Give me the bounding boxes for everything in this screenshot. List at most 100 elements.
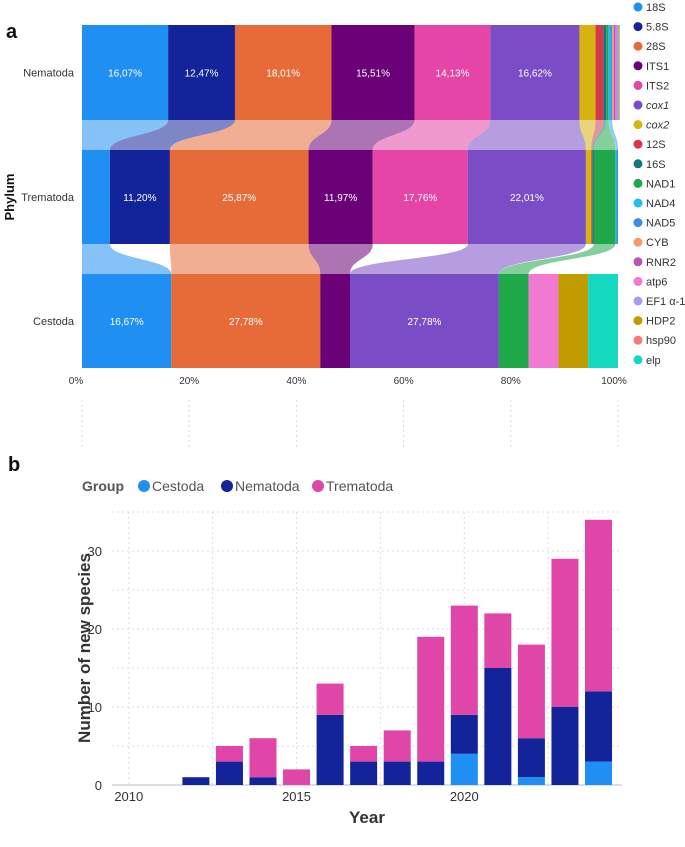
legend-label-nad5: NAD5 (646, 218, 675, 230)
bar-2015-trematoda (283, 769, 311, 785)
bar-segment-nematoda-cox2 (579, 25, 596, 120)
panel-b-label: b (8, 454, 20, 476)
flow-cox1 (467, 120, 586, 150)
legend-label-its1: ITS1 (646, 61, 669, 73)
bar-segment-trematoda-nad4 (615, 150, 617, 244)
legend-swatch-trematoda (312, 480, 324, 492)
flow-its1 (308, 120, 415, 150)
flow-its2 (372, 120, 491, 150)
bar-2019-nematoda (417, 761, 445, 785)
legend-title: Group (82, 478, 124, 494)
data-label-trematoda-5-8s: 11,20% (123, 193, 156, 204)
legend-label-18s: 18S (646, 2, 666, 14)
bar-2012-nematoda (182, 777, 210, 785)
bar-segment-nematoda-28s (234, 25, 332, 120)
flow-5-8s (109, 120, 235, 150)
data-label-trematoda-its2: 17,76% (403, 193, 437, 204)
bar-2021-nematoda (484, 668, 512, 785)
legend-swatch-rnr2 (633, 257, 643, 267)
bar-segment-nematoda-atp6 (615, 25, 617, 120)
legend-label-5-8s: 5.8S (646, 22, 669, 34)
legend-label-hdp2: HDP2 (646, 316, 675, 328)
data-label-trematoda-cox1: 22,01% (510, 193, 544, 204)
legend-swatch-ef1-1 (633, 296, 643, 306)
x-tick-label: 80% (501, 376, 521, 387)
legend-label-cox1: cox1 (646, 100, 669, 112)
bar-2023-nematoda (551, 707, 579, 785)
bar-segment-trematoda-cox1 (467, 150, 586, 244)
x-tick-label: 40% (286, 376, 306, 387)
legend-swatch-elp (633, 355, 643, 365)
legend-label-ef1-1: EF1 α-1 (646, 296, 685, 308)
bar-segment-nematoda-nad1 (606, 25, 609, 120)
flow-nad1 (498, 244, 616, 274)
bar-segment-nematoda-rnr2 (613, 25, 616, 120)
legend-label-atp6: atp6 (646, 276, 667, 288)
bar-2016-nematoda (316, 714, 344, 785)
legend-swatch-nad1 (633, 178, 643, 188)
legend-label-hsp90: hsp90 (646, 335, 676, 347)
bar-segment-nematoda-nad5 (610, 25, 613, 120)
data-label-trematoda-28s: 25,87% (222, 193, 256, 204)
flow-cox1 (350, 244, 586, 274)
bar-segment-trematoda-28s (169, 150, 309, 244)
bar-2024-trematoda (585, 519, 613, 692)
bar-segment-nematoda-5-8s (168, 25, 235, 120)
legend-swatch-hdp2 (633, 316, 643, 326)
panel-a-legend: 18S 5.8S 28S ITS1 ITS2 cox1 cox2 12S 16S NAD1 NAD4… (633, 2, 685, 367)
bar-segment-cestoda-28s (171, 274, 321, 368)
legend-label-28s: 28S (646, 41, 666, 53)
legend-swatch-nad4 (633, 198, 643, 208)
legend-label-rnr2: RNR2 (646, 257, 676, 269)
y-tick-label: 20 (88, 622, 102, 637)
bar-2014-nematoda (249, 777, 277, 785)
bar-segment-trematoda-cox2 (585, 150, 592, 244)
y-tick-label: 30 (88, 544, 102, 559)
legend-swatch-cox1 (633, 100, 643, 110)
panel-b-stacked-bar-chart: 0 10 20 30 2010 2015 2020 Year Number of new spe… (75, 478, 622, 827)
legend-label-nematoda: Nematoda (235, 478, 300, 494)
flow-its1 (308, 244, 373, 274)
flow-nad1 (593, 120, 616, 150)
legend-label-elp: elp (646, 355, 661, 367)
legend-swatch-hsp90 (633, 335, 643, 345)
bar-2021-trematoda (484, 613, 512, 668)
bar-2024-cestoda (585, 761, 613, 785)
bar-segment-trematoda-12s (591, 150, 593, 244)
legend-swatch-its2 (633, 80, 643, 90)
data-label-nematoda-cox1: 16,62% (518, 69, 552, 80)
data-label-cestoda-18s: 16,67% (110, 317, 144, 328)
bar-2018-nematoda (383, 761, 411, 785)
legend-swatch-cyb (633, 237, 643, 247)
legend-swatch-cox2 (633, 120, 643, 130)
flow-18s (82, 244, 172, 274)
bar-segment-nematoda-16s (603, 25, 607, 120)
data-label-cestoda-28s: 27,78% (229, 317, 263, 328)
bar-segment-cestoda-elp (588, 274, 618, 368)
bar-segment-cestoda-its1 (320, 274, 350, 368)
bar-2017-trematoda (350, 746, 378, 762)
data-label-nematoda-5-8s: 12,47% (185, 69, 219, 80)
legend-swatch-atp6 (633, 276, 643, 286)
data-label-nematoda-its1: 15,51% (356, 69, 390, 80)
flow-nad4 (608, 120, 617, 150)
data-label-cestoda-cox1: 27,78% (407, 317, 441, 328)
y-axis-title: Number of new species (75, 553, 94, 743)
bar-segment-cestoda-atp6 (528, 274, 559, 368)
bar-segment-trematoda-its1 (308, 150, 373, 244)
bar-segment-nematoda-hsp90 (618, 25, 620, 120)
legend-swatch-nad5 (633, 218, 643, 228)
flow-28s (169, 120, 332, 150)
legend-label-cestoda: Cestoda (152, 478, 204, 494)
bar-segment-nematoda-18s (82, 25, 169, 120)
legend-swatch-12s (633, 139, 643, 149)
bar-segment-trematoda-18s (82, 150, 110, 244)
x-tick-label: 2020 (450, 789, 479, 804)
x-tick-label: 2015 (282, 789, 311, 804)
bar-2022-cestoda (517, 777, 545, 785)
panel-a-sankey-bar-chart: 16,07% 12,47% 18,01% 15,51% 14,13% 16,62% Nema… (2, 25, 627, 450)
data-label-nematoda-its2: 14,13% (436, 69, 470, 80)
bar-segment-nematoda-nad4 (608, 25, 611, 120)
flow-12s (591, 120, 604, 150)
